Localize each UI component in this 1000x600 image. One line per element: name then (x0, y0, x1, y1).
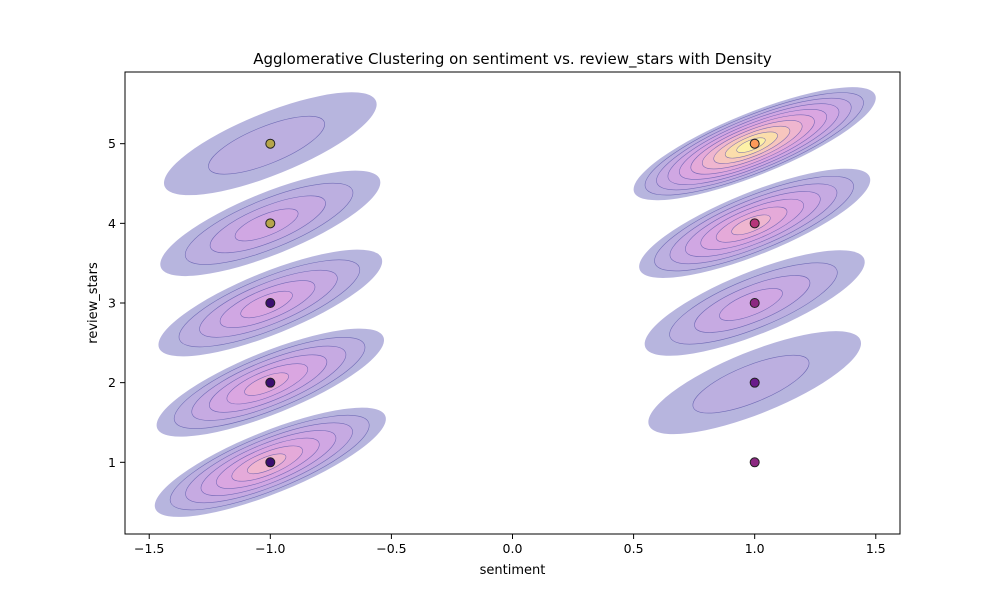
x-tick-label: −1.5 (134, 541, 164, 556)
y-tick-label: 3 (108, 296, 116, 311)
data-point (749, 457, 760, 468)
x-axis-ticks: −1.5 −1.0 −0.5 0.0 0.5 1.0 1.5 (134, 534, 886, 556)
y-tick-label: 1 (108, 455, 116, 470)
x-tick-label: 1.5 (866, 541, 886, 556)
data-point (265, 138, 276, 149)
data-point (749, 377, 760, 388)
x-tick-label: 1.0 (745, 541, 765, 556)
x-axis-label: sentiment (480, 563, 546, 578)
data-point (749, 298, 760, 308)
y-axis-label: review_stars (86, 262, 101, 344)
data-point (749, 218, 760, 229)
x-tick-label: 0.5 (624, 541, 644, 556)
data-point (265, 377, 276, 388)
data-point (265, 298, 276, 308)
chart-title: Agglomerative Clustering on sentiment vs… (253, 50, 772, 69)
y-tick-label: 2 (108, 375, 116, 390)
x-tick-label: 0.0 (503, 541, 523, 556)
x-tick-label: −1.0 (255, 541, 285, 556)
y-tick-label: 4 (108, 216, 116, 231)
data-point (265, 218, 276, 229)
x-tick-label: −0.5 (376, 541, 406, 556)
data-point (265, 457, 276, 468)
data-point (749, 138, 760, 149)
density-layer (154, 87, 876, 517)
y-axis-ticks: 1 2 3 4 5 (108, 136, 125, 470)
y-tick-label: 5 (108, 136, 116, 151)
points-layer (265, 138, 760, 468)
